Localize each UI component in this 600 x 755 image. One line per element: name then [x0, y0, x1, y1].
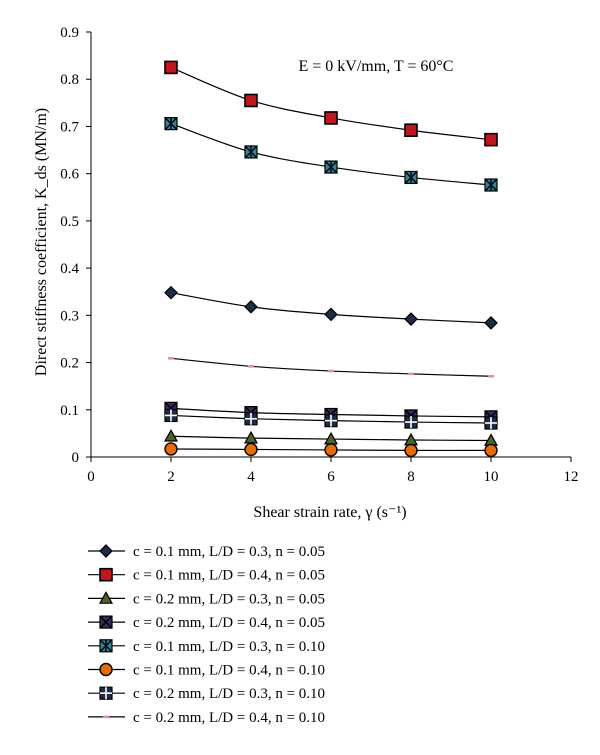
- data-point: [404, 443, 418, 458]
- x-tick-label: 12: [564, 469, 579, 485]
- legend-marker: [99, 567, 113, 582]
- chart-annotation: E = 0 kV/mm, T = 60°C: [299, 58, 454, 75]
- data-point: [164, 408, 178, 423]
- y-tick-label: 0.2: [60, 356, 79, 372]
- legend-label: c = 0.1 mm, L/D = 0.3, n = 0.05: [133, 544, 325, 560]
- legend-label: c = 0.2 mm, L/D = 0.3, n = 0.05: [133, 591, 325, 607]
- y-tick-label: 0.6: [60, 167, 79, 183]
- series-2: [164, 60, 498, 147]
- series-1: [164, 285, 498, 330]
- data-point: [164, 442, 178, 456]
- y-tick-label: 0: [72, 450, 80, 466]
- data-point: [324, 443, 338, 457]
- series-line: [170, 66, 492, 141]
- data-point: [484, 316, 498, 330]
- legend-marker: [99, 544, 113, 558]
- x-tick-label: 6: [327, 469, 335, 485]
- data-point: [244, 442, 258, 457]
- x-tick-label: 2: [167, 469, 175, 485]
- legend-marker: [99, 639, 113, 653]
- data-point: [324, 111, 338, 125]
- axes: 0 0.1 0.2 0.3 0.4 0.5 0.6 0.7 0.8 0.9 0 2 4 6 8 10 12: [60, 25, 578, 485]
- legend-marker: [99, 686, 113, 700]
- data-point: [164, 285, 178, 300]
- data-point: [404, 123, 418, 138]
- legend-item: c = 0.2 mm, L/D = 0.3, n = 0.10: [88, 686, 325, 702]
- y-tick-label: 0.8: [60, 72, 79, 88]
- data-point: [324, 307, 338, 322]
- legend-label: c = 0.2 mm, L/D = 0.3, n = 0.10: [133, 686, 325, 702]
- series-8: [168, 357, 494, 378]
- x-tick-label: 4: [247, 469, 255, 485]
- series-5: [164, 117, 498, 192]
- data-point: [244, 412, 258, 426]
- y-tick-label: 0.9: [60, 25, 79, 41]
- series-line: [170, 123, 492, 186]
- data-point: [324, 414, 338, 428]
- legend-item: c = 0.1 mm, L/D = 0.4, n = 0.10: [88, 663, 325, 679]
- x-tick-label: 10: [484, 469, 499, 485]
- legend-marker: [98, 591, 114, 604]
- data-point: [163, 428, 179, 442]
- legend-label: c = 0.2 mm, L/D = 0.4, n = 0.05: [133, 615, 325, 631]
- plot-area: [163, 60, 499, 458]
- legend: c = 0.1 mm, L/D = 0.3, n = 0.05 c = 0.1 m…: [88, 544, 325, 726]
- y-axis-title: Direct stiffness coefficient, K_ds (MN/m…: [33, 108, 50, 376]
- x-axis-title: Shear strain rate, γ (s⁻¹): [253, 504, 406, 521]
- legend-label: c = 0.1 mm, L/D = 0.4, n = 0.10: [133, 663, 325, 679]
- y-tick-label: 0.3: [60, 308, 79, 324]
- legend-label: c = 0.1 mm, L/D = 0.3, n = 0.10: [133, 639, 325, 655]
- data-point: [244, 93, 258, 108]
- legend-item: c = 0.2 mm, L/D = 0.4, n = 0.10: [88, 710, 325, 726]
- y-tick-label: 0.5: [60, 214, 79, 230]
- data-point: [404, 312, 418, 326]
- legend-item: c = 0.1 mm, L/D = 0.4, n = 0.05: [88, 568, 325, 584]
- data-point: [324, 160, 338, 174]
- data-point: [164, 60, 178, 75]
- legend-label: c = 0.2 mm, L/D = 0.4, n = 0.10: [133, 710, 325, 726]
- y-tick-label: 0.1: [60, 403, 79, 419]
- data-point: [244, 145, 258, 159]
- data-point: [484, 132, 498, 147]
- legend-marker: [99, 615, 113, 629]
- data-point: [484, 443, 498, 458]
- series-line: [170, 357, 492, 377]
- series-7: [164, 408, 498, 430]
- data-point: [484, 178, 498, 192]
- data-point: [484, 416, 498, 430]
- y-tick-label: 0.7: [60, 119, 79, 135]
- y-tick-label: 0.4: [60, 261, 79, 277]
- legend-item: c = 0.2 mm, L/D = 0.3, n = 0.05: [88, 591, 325, 607]
- legend-item: c = 0.1 mm, L/D = 0.3, n = 0.05: [88, 544, 325, 560]
- data-point: [164, 117, 178, 131]
- data-point: [404, 170, 418, 185]
- data-point: [404, 415, 418, 429]
- x-tick-label: 8: [407, 469, 415, 485]
- legend-label: c = 0.1 mm, L/D = 0.4, n = 0.05: [133, 568, 325, 584]
- x-tick-label: 0: [87, 469, 95, 485]
- legend-item: c = 0.2 mm, L/D = 0.4, n = 0.05: [88, 615, 325, 631]
- legend-item: c = 0.1 mm, L/D = 0.3, n = 0.10: [88, 639, 325, 655]
- series-6: [164, 442, 498, 458]
- legend-marker: [99, 662, 113, 677]
- data-point: [244, 299, 258, 314]
- series-3: [163, 428, 499, 446]
